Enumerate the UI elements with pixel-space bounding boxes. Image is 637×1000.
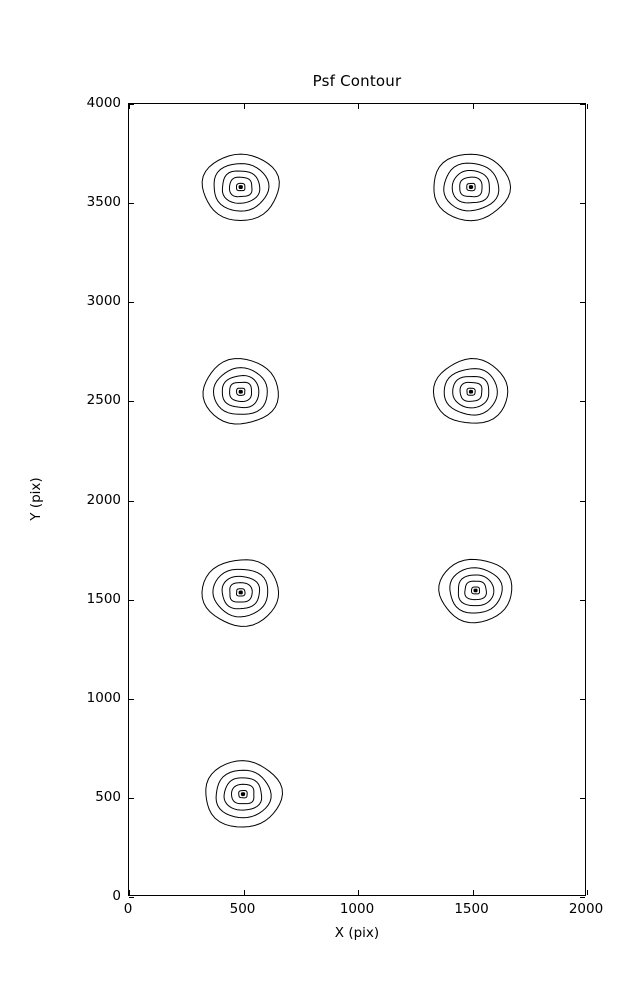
y-tick-label: 3500 <box>86 194 121 211</box>
contour-level <box>467 388 475 395</box>
y-tick <box>129 104 134 105</box>
contour-level <box>452 170 489 202</box>
x-tick-label: 1500 <box>454 901 489 917</box>
x-tick-label: 0 <box>123 901 133 917</box>
x-tick <box>243 890 245 895</box>
y-tick-label: 2500 <box>86 392 121 409</box>
contour-level <box>433 359 507 424</box>
psf-source <box>433 359 507 424</box>
x-tick-top <box>129 104 130 109</box>
contour-peak <box>469 390 472 393</box>
x-axis-label: X (pix) <box>334 925 380 941</box>
y-tick-label: 4000 <box>86 95 121 111</box>
y-tick-label: 2000 <box>86 491 121 508</box>
y-tick <box>129 599 134 601</box>
contour-level <box>224 778 262 810</box>
x-tick-label: 2000 <box>568 901 604 917</box>
y-tick-label: 1500 <box>86 590 121 607</box>
contour-level <box>222 171 259 203</box>
y-tick <box>129 203 134 205</box>
y-tick-label: 500 <box>95 788 121 805</box>
y-tick-right <box>580 797 585 799</box>
contour-level <box>434 154 511 220</box>
y-tick <box>129 897 134 898</box>
contour-level <box>222 376 258 408</box>
contour-peak <box>239 591 242 594</box>
contour-level <box>467 183 475 190</box>
x-tick <box>587 890 588 895</box>
contour-level <box>203 359 278 424</box>
contour-level <box>213 569 268 617</box>
contour-level <box>444 163 499 211</box>
y-tick-label: 0 <box>112 888 121 904</box>
x-tick-top <box>243 104 245 109</box>
contour-level <box>206 761 283 827</box>
x-tick <box>358 890 359 895</box>
y-axis-label: Y (pix) <box>28 477 44 521</box>
contour-level <box>439 559 512 622</box>
contour-level <box>232 784 254 803</box>
contour-peak <box>239 186 242 189</box>
contour-peak <box>474 589 477 592</box>
y-tick-right <box>580 401 585 403</box>
x-tick <box>472 890 474 895</box>
contour-level <box>239 790 247 797</box>
y-tick <box>129 302 134 304</box>
psf-source <box>434 154 511 220</box>
x-tick <box>129 890 130 895</box>
contour-peak <box>241 793 244 796</box>
y-tick <box>129 500 134 502</box>
plot-axes <box>128 103 588 898</box>
contour-level <box>460 382 482 401</box>
psf-source <box>202 560 279 627</box>
x-tick-top <box>587 104 588 109</box>
contour-level <box>230 382 252 401</box>
y-tick-right <box>580 897 585 898</box>
contour-level <box>450 568 502 613</box>
y-tick-right <box>580 698 585 700</box>
y-tick-label: 3000 <box>86 293 121 310</box>
psf-source <box>206 761 283 827</box>
contour-level <box>236 183 244 190</box>
y-tick-label: 1000 <box>86 689 121 706</box>
y-tick-right <box>580 104 585 105</box>
y-tick-right <box>580 302 585 304</box>
contour-level <box>460 177 482 197</box>
contour-peak <box>239 390 242 393</box>
contour-level <box>202 154 279 220</box>
y-tick-right <box>580 500 585 502</box>
contour-level <box>471 587 479 594</box>
contour-level <box>229 177 252 197</box>
plot-surface <box>129 104 585 895</box>
contour-level <box>458 575 493 606</box>
contour-level <box>230 583 252 602</box>
contour-level <box>465 581 487 599</box>
contour-level <box>453 377 489 408</box>
contour-level <box>222 576 260 608</box>
x-tick-top <box>472 104 474 109</box>
psf-source <box>203 359 278 424</box>
contour-level <box>444 369 497 416</box>
y-tick <box>129 401 134 403</box>
psf-source <box>202 154 279 220</box>
y-tick-right <box>580 203 585 205</box>
contour-peak <box>469 186 472 189</box>
x-tick-label: 1000 <box>339 901 375 917</box>
contour-level <box>213 368 267 415</box>
contour-plot <box>129 104 585 895</box>
psf-source <box>439 559 512 622</box>
x-tick-label: 500 <box>229 901 256 917</box>
contour-level <box>216 770 271 818</box>
y-tick-right <box>580 599 585 601</box>
contour-level <box>214 164 269 212</box>
y-tick <box>129 797 134 799</box>
contour-level <box>236 589 245 596</box>
y-tick <box>129 698 134 700</box>
contour-level <box>202 560 279 627</box>
x-tick-top <box>358 104 359 109</box>
page-title: Psf Contour <box>312 72 402 90</box>
contour-level <box>237 388 245 395</box>
